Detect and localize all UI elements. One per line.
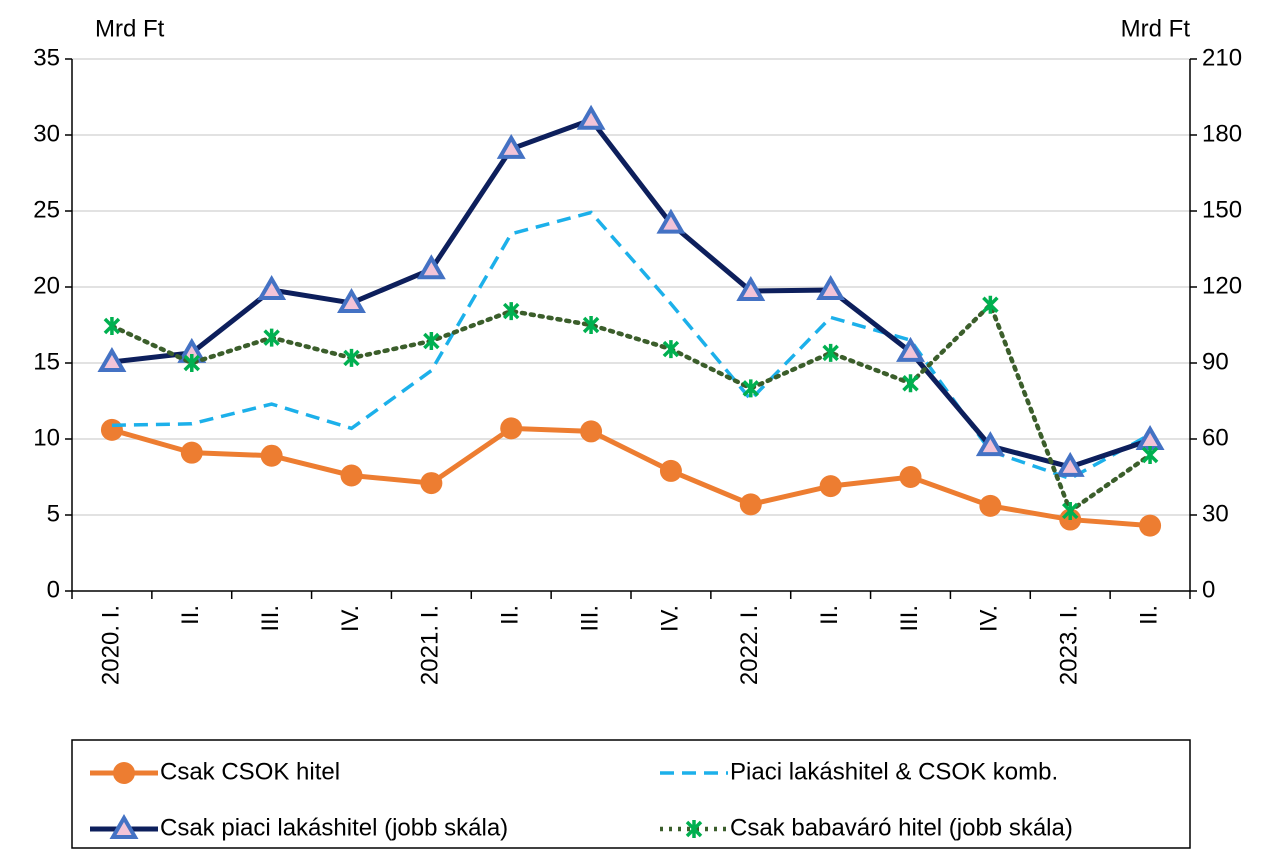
- marker: [500, 417, 523, 440]
- x-tick-label: III.: [576, 605, 603, 632]
- x-tick-label: II.: [816, 605, 843, 625]
- marker: [180, 441, 203, 464]
- marker: [580, 420, 603, 443]
- legend-box: [71, 739, 1191, 849]
- marker: [979, 494, 1002, 517]
- marker: [100, 418, 123, 441]
- y-tick-label: 10: [33, 424, 60, 451]
- marker: [97, 346, 127, 372]
- marker: [899, 466, 922, 488]
- x-tick-label: 2021. I.: [417, 605, 444, 685]
- y2-tick-label: 0: [1202, 576, 1215, 603]
- y2-tick-label: 30: [1202, 500, 1229, 527]
- x-tick-label: 2022. I.: [736, 605, 763, 685]
- y-tick-label: 35: [33, 44, 60, 71]
- marker: [1055, 451, 1085, 477]
- marker: [656, 208, 686, 234]
- line: [111, 425, 1151, 529]
- marker: [502, 302, 520, 321]
- legend-marker: [685, 820, 703, 838]
- marker: [416, 254, 446, 280]
- y-tick-label: 15: [33, 348, 60, 375]
- y-axis-title: Mrd Ft: [95, 15, 165, 42]
- marker: [263, 328, 280, 347]
- marker: [1061, 501, 1079, 520]
- y2-tick-label: 180: [1202, 120, 1242, 147]
- y-tick-label: 25: [33, 196, 60, 223]
- x-tick-label: 2020. I.: [97, 605, 124, 685]
- marker: [260, 444, 283, 467]
- legend-marker: [109, 814, 139, 839]
- legend-label: Csak piaci lakáshitel (jobb skála): [160, 814, 508, 841]
- marker: [582, 316, 600, 334]
- marker: [816, 275, 846, 301]
- marker: [257, 275, 287, 301]
- marker: [496, 133, 526, 159]
- y-tick-label: 30: [33, 120, 60, 147]
- y-tick-label: 0: [47, 576, 60, 603]
- y2-tick-label: 150: [1202, 196, 1242, 223]
- marker: [420, 472, 443, 495]
- legend-marker: [113, 762, 135, 784]
- y2-tick-label: 90: [1202, 348, 1229, 375]
- line: [111, 210, 1151, 481]
- marker: [340, 464, 363, 487]
- marker: [902, 374, 919, 393]
- marker: [337, 287, 366, 313]
- x-tick-label: III.: [257, 605, 284, 632]
- x-tick-label: 2023. I.: [1056, 605, 1083, 685]
- marker: [662, 340, 680, 359]
- y-tick-label: 20: [33, 272, 60, 299]
- x-tick-label: II.: [177, 605, 204, 625]
- marker: [1141, 445, 1159, 464]
- marker: [822, 343, 839, 362]
- y2-tick-label: 120: [1202, 272, 1242, 299]
- marker: [183, 354, 201, 372]
- marker: [103, 317, 121, 336]
- marker: [1135, 425, 1165, 451]
- marker: [576, 104, 606, 130]
- x-tick-label: II.: [1135, 605, 1162, 625]
- legend-label: Csak CSOK hitel: [160, 758, 340, 785]
- line: [111, 116, 1151, 470]
- marker: [736, 276, 766, 302]
- marker: [343, 348, 360, 367]
- x-tick-label: IV.: [976, 605, 1003, 632]
- marker: [659, 459, 682, 482]
- x-tick-label: II.: [497, 605, 524, 625]
- y-tick-label: 5: [47, 500, 60, 527]
- legend-label: Piaci lakáshitel & CSOK komb.: [730, 758, 1058, 785]
- y2-tick-label: 210: [1202, 44, 1242, 71]
- x-tick-label: III.: [896, 605, 923, 632]
- x-tick-label: IV.: [337, 605, 364, 632]
- y2-tick-label: 60: [1202, 424, 1229, 451]
- marker: [742, 379, 760, 398]
- marker: [975, 431, 1005, 457]
- marker: [423, 331, 440, 350]
- marker: [739, 493, 762, 516]
- legend-label: Csak babaváró hitel (jobb skála): [730, 814, 1073, 841]
- marker: [896, 336, 925, 362]
- marker: [819, 475, 842, 498]
- marker: [1139, 514, 1162, 537]
- x-tick-label: IV.: [656, 605, 683, 632]
- line: [109, 300, 1153, 515]
- marker: [982, 295, 999, 314]
- y2-axis-title: Mrd Ft: [1121, 15, 1191, 42]
